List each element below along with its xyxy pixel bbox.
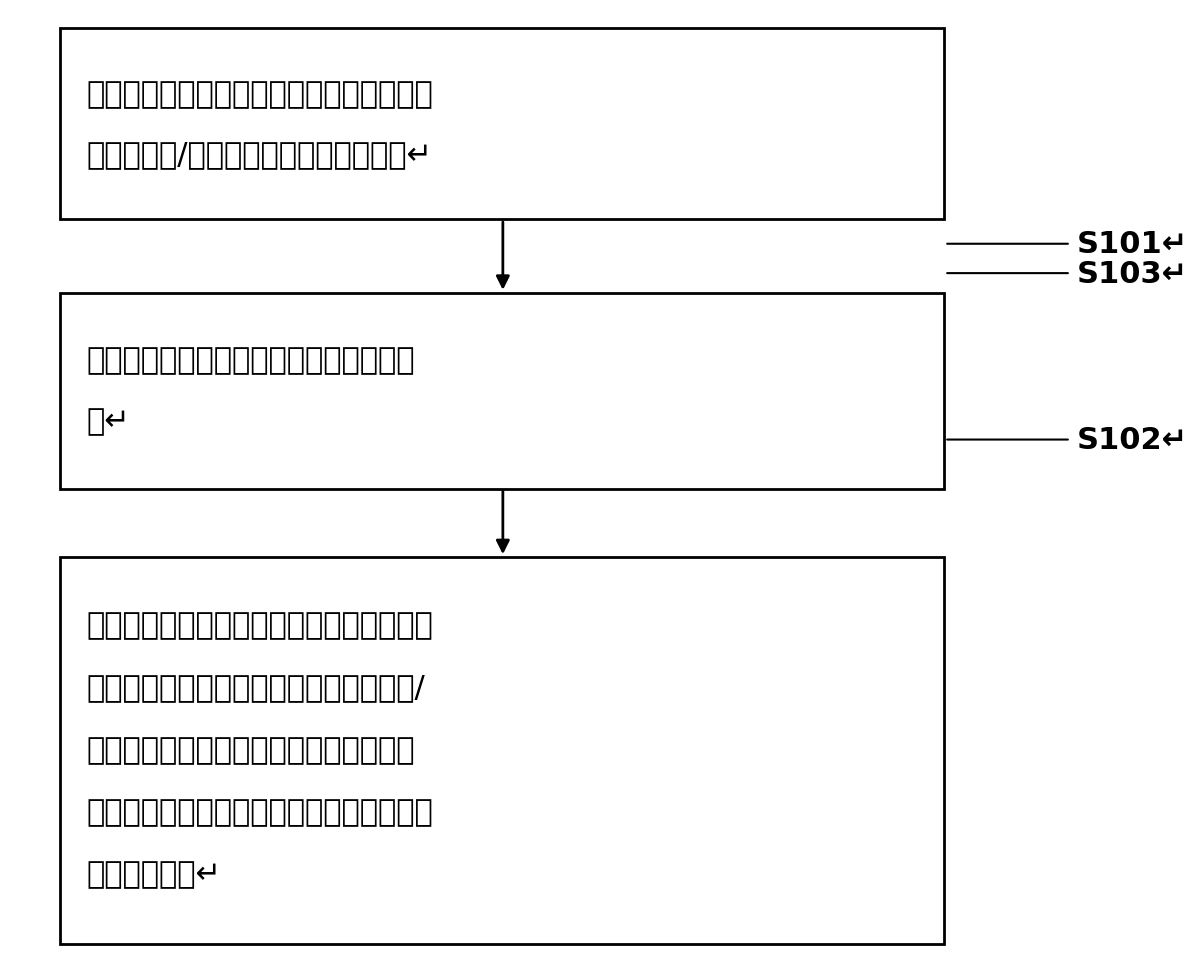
Text: S101↵: S101↵	[1077, 230, 1187, 259]
Text: 为第一训练集↵: 为第一训练集↵	[87, 860, 221, 889]
Text: 将所有标注后的图像进行竖直旋转、水平翻: 将所有标注后的图像进行竖直旋转、水平翻	[87, 610, 433, 640]
Bar	[60, 557, 944, 944]
Text: S103↵: S103↵	[1077, 259, 1187, 289]
Text: S102↵: S102↵	[1077, 425, 1187, 455]
Text: 通道参数的参数变化，保存所有变化结果作: 通道参数的参数变化，保存所有变化结果作	[87, 797, 433, 826]
Text: 平衡调节和/或图像均値化的规一化改进↵: 平衡调节和/或图像均値化的规一化改进↵	[87, 140, 433, 168]
Bar	[60, 293, 944, 489]
Text: 通过曲线标注出图像中的玉米主体叶片区: 通过曲线标注出图像中的玉米主体叶片区	[87, 345, 415, 375]
Text: 域↵: 域↵	[87, 407, 130, 435]
Bar	[60, 29, 944, 220]
Text: 或随机裁剪的形态变化以及改变图像颜色: 或随机裁剪的形态变化以及改变图像颜色	[87, 735, 415, 764]
Text: 对获取到的正常玉米叶片图像进行降噪、白: 对获取到的正常玉米叶片图像进行降噪、白	[87, 80, 433, 109]
Text: 转、亮度变化、对比度变化、随机翻转和/: 转、亮度变化、对比度变化、随机翻转和/	[87, 673, 426, 701]
